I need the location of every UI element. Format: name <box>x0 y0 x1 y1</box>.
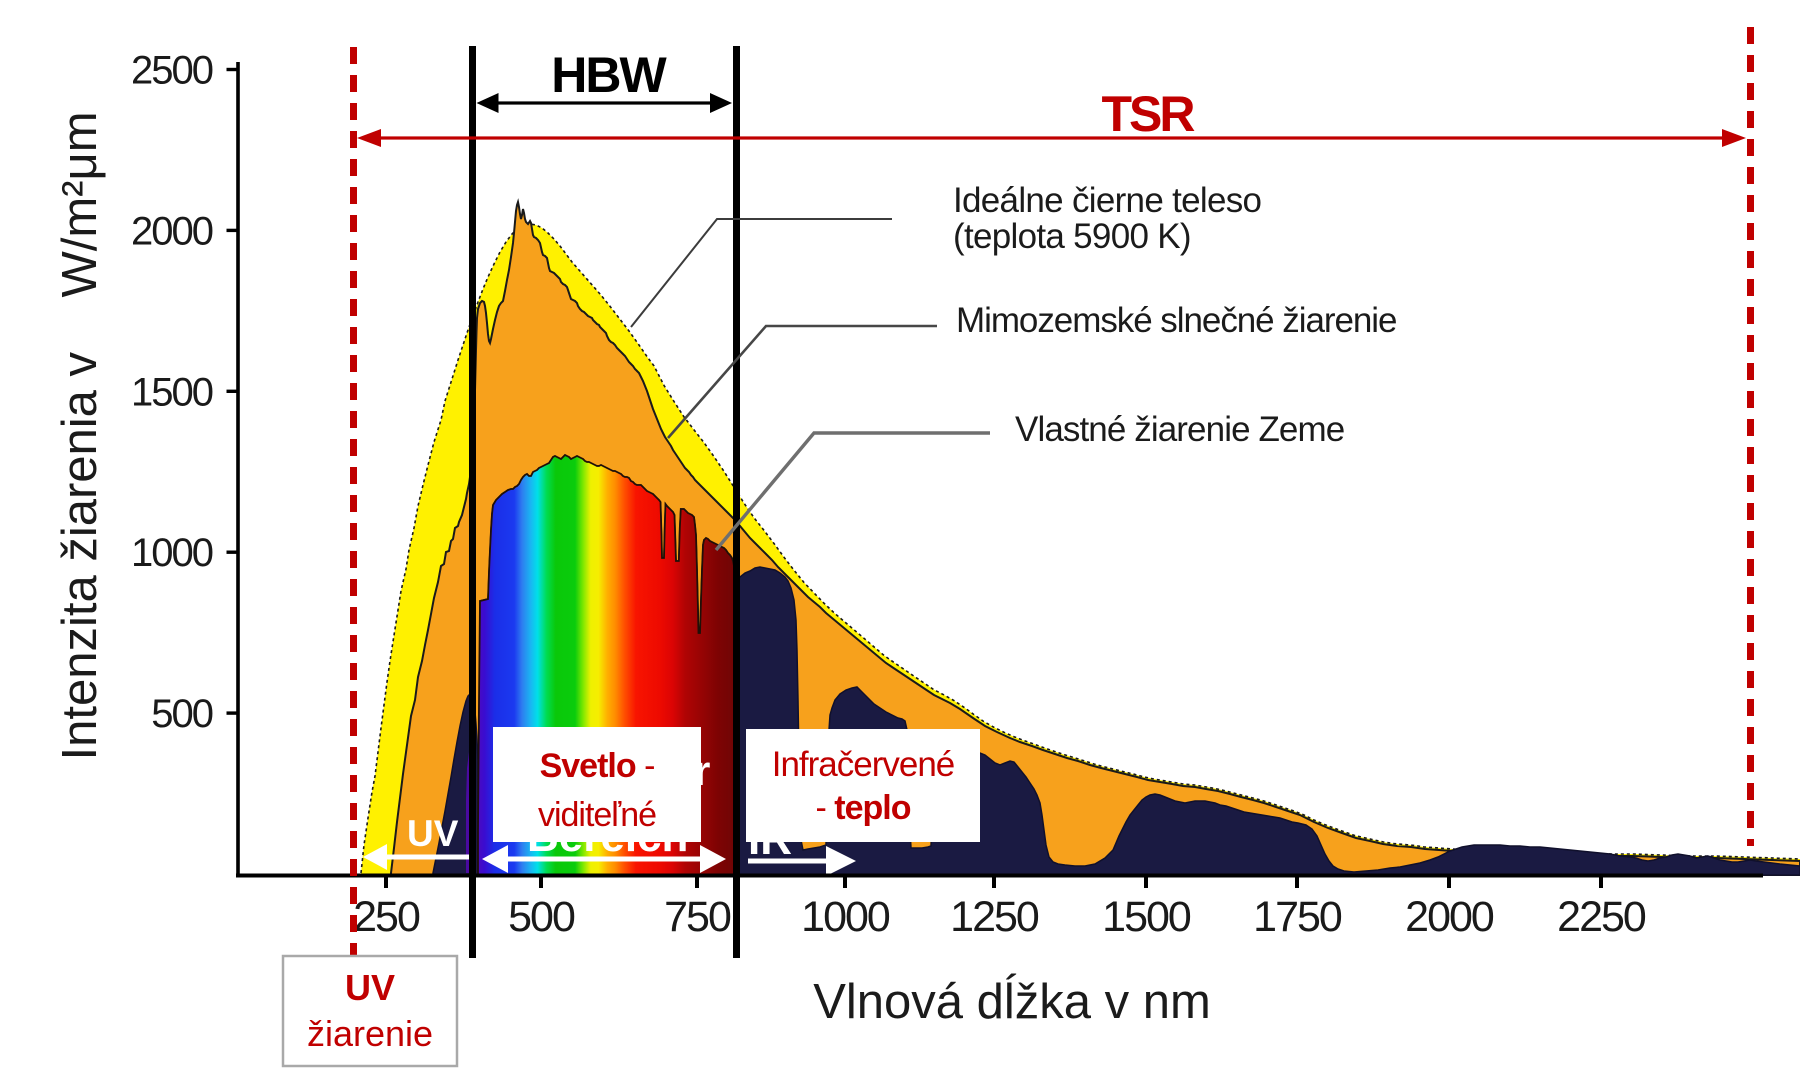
svg-text:TSR: TSR <box>1102 86 1196 142</box>
svg-text:500: 500 <box>508 893 575 941</box>
svg-text:2500: 2500 <box>131 49 213 93</box>
svg-text:500: 500 <box>151 692 212 736</box>
svg-text:Ideálne čierne teleso: Ideálne čierne teleso <box>953 181 1261 220</box>
svg-text:HBW: HBW <box>551 47 667 103</box>
svg-text:1500: 1500 <box>131 370 213 414</box>
svg-text:Mimozemské slnečné žiarenie: Mimozemské slnečné žiarenie <box>956 301 1396 340</box>
svg-text:viditeľné: viditeľné <box>538 796 656 834</box>
svg-text:1250: 1250 <box>950 893 1039 941</box>
svg-text:(teplota 5900 K): (teplota 5900 K) <box>953 217 1191 256</box>
svg-text:250: 250 <box>353 893 420 941</box>
svg-text:2250: 2250 <box>1557 893 1646 941</box>
svg-text:Infračervené: Infračervené <box>772 745 955 784</box>
svg-text:2000: 2000 <box>1405 893 1494 941</box>
svg-text:1750: 1750 <box>1253 893 1342 941</box>
svg-text:1000: 1000 <box>801 893 890 941</box>
svg-text:1000: 1000 <box>131 531 213 575</box>
svg-text:Vlastné žiarenie Zeme: Vlastné žiarenie Zeme <box>1015 410 1344 449</box>
svg-text:1500: 1500 <box>1102 893 1191 941</box>
svg-text:750: 750 <box>664 893 731 941</box>
svg-text:Svetlo -: Svetlo - <box>540 747 655 785</box>
svg-text:- teplo: - teplo <box>816 789 911 827</box>
svg-text:žiarenie: žiarenie <box>307 1013 433 1054</box>
svg-text:UV: UV <box>345 967 395 1008</box>
svg-text:UV: UV <box>407 813 459 854</box>
svg-text:2000: 2000 <box>131 209 213 253</box>
